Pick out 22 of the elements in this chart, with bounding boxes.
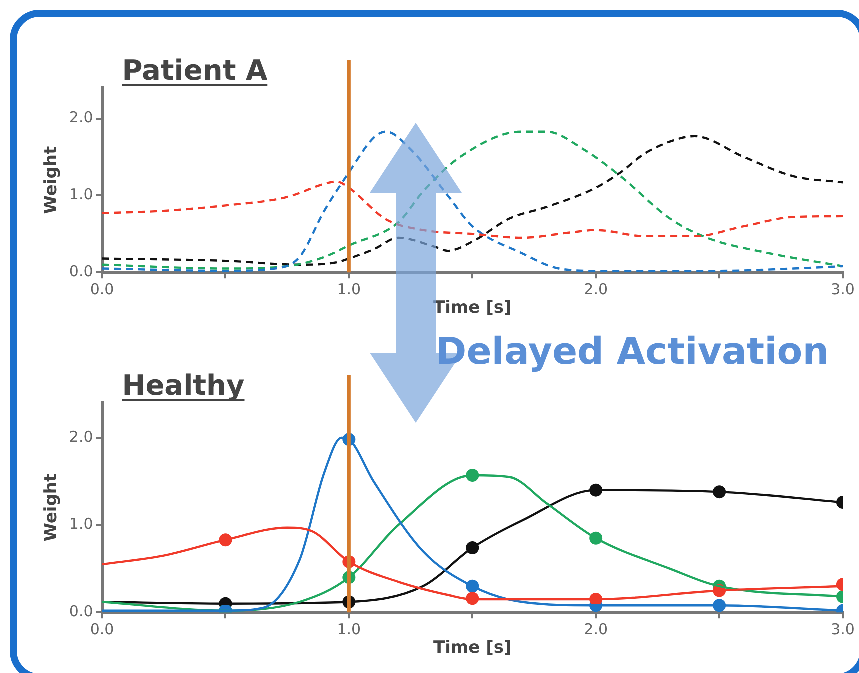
x-tick-label: 1.0	[337, 620, 362, 638]
x-tick-label: 0.0	[90, 620, 114, 638]
x-axis-title: Time [s]	[434, 638, 512, 658]
chart-title: Patient A	[122, 54, 268, 87]
y-axis-title: Weight	[42, 146, 62, 214]
x-tick-label: 3.0	[831, 620, 855, 638]
x-tick-label: 0.0	[90, 280, 114, 298]
y-axis-title: Weight	[42, 474, 62, 542]
text: Delayed Activation	[436, 330, 830, 373]
x-tick-label: 1.0	[337, 280, 362, 298]
chart-title: Healthy	[122, 369, 245, 402]
y-tick-label: 1.0	[69, 186, 94, 204]
y-tick-label: 0.0	[69, 262, 94, 280]
y-tick-label: 2.0	[69, 428, 94, 446]
x-tick-label: 2.0	[584, 620, 608, 638]
y-tick-label: 2.0	[69, 108, 94, 127]
y-tick-label: 1.0	[69, 515, 94, 534]
line-series	[102, 180, 843, 240]
y-tick-label: 0.0	[69, 602, 94, 620]
x-tick-label: 2.0	[584, 280, 608, 298]
x-tick-label: 3.0	[831, 280, 855, 298]
x-axis-title: Time [s]	[434, 298, 512, 318]
